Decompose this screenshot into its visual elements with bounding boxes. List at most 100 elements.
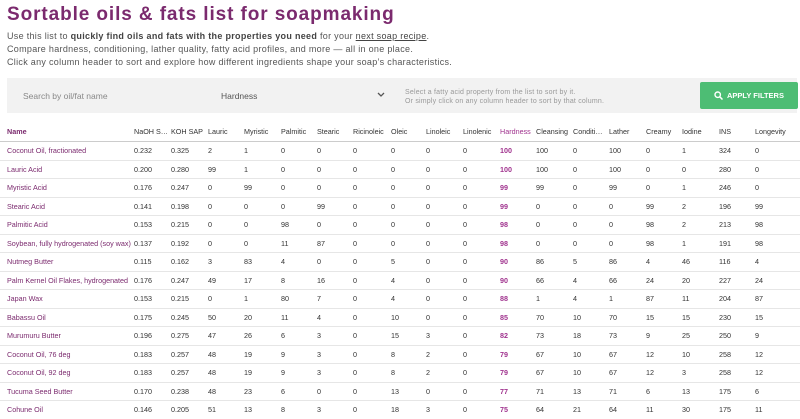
- cell: 87: [314, 234, 350, 253]
- cell: 51: [205, 400, 241, 419]
- cell: 17: [241, 271, 278, 290]
- cell: 0: [570, 215, 606, 235]
- cell: 0: [388, 160, 423, 179]
- hint: Select a fatty acid property from the li…: [405, 89, 576, 96]
- cell: 98: [752, 234, 800, 253]
- column-header[interactable]: Palmitic: [278, 122, 314, 142]
- column-header[interactable]: Lather: [606, 122, 643, 142]
- cell: 0.183: [131, 363, 168, 383]
- cell: 0: [350, 289, 388, 309]
- column-header[interactable]: Creamy: [643, 122, 679, 142]
- cell: 2: [423, 345, 460, 364]
- cell: 23: [241, 382, 278, 401]
- column-header[interactable]: Iodine: [679, 122, 716, 142]
- cell: 0: [460, 400, 497, 419]
- cell: 0: [205, 178, 241, 198]
- cell: 0.146: [131, 400, 168, 419]
- cell: 0: [205, 215, 241, 235]
- cell: 0.247: [168, 178, 205, 198]
- cell: 0: [570, 234, 606, 253]
- oil-name[interactable]: Soybean, fully hydrogenated (soy wax): [0, 234, 131, 253]
- cell: 0: [388, 234, 423, 253]
- column-header[interactable]: NaOH SAP: [131, 122, 168, 142]
- apply-filters-button[interactable]: APPLY FILTERS: [700, 82, 798, 109]
- cell: 1: [241, 289, 278, 309]
- column-header[interactable]: Linoleic: [423, 122, 460, 142]
- cell: 13: [241, 400, 278, 419]
- cell: 99: [497, 178, 533, 198]
- intro-line: Use this list to quickly find oils and f…: [7, 31, 429, 41]
- cell: 0: [241, 234, 278, 253]
- column-header[interactable]: Stearic: [314, 122, 350, 142]
- cell: 0.175: [131, 308, 168, 327]
- cell: 4: [388, 289, 423, 309]
- cell: 0.176: [131, 178, 168, 198]
- link[interactable]: next soap recipe: [355, 31, 427, 41]
- sort-select[interactable]: Hardness: [221, 91, 258, 101]
- column-header[interactable]: Myristic: [241, 122, 278, 142]
- column-header[interactable]: Linolenic: [460, 122, 497, 142]
- cell: 3: [314, 400, 350, 419]
- cell: 0: [423, 252, 460, 272]
- cell: 99: [752, 197, 800, 216]
- oil-name[interactable]: Babassu Oil: [0, 308, 131, 327]
- cell: 24: [643, 271, 679, 290]
- cell: 0.257: [168, 363, 205, 383]
- cell: 11: [278, 234, 314, 253]
- table-row: Lauric Acid 0.200 0.280 99 1 0 0 0 0 0 0 100 100 0 100…: [0, 160, 800, 179]
- oil-name[interactable]: Murumuru Butter: [0, 326, 131, 346]
- cell: 18: [570, 326, 606, 346]
- cell: 100: [533, 160, 570, 179]
- oil-name[interactable]: Japan Wax: [0, 289, 131, 309]
- cell: 0.115: [131, 252, 168, 272]
- cell: 98: [643, 215, 679, 235]
- cell: 0: [388, 215, 423, 235]
- oil-name[interactable]: Myristic Acid: [0, 178, 131, 198]
- cell: 79: [497, 345, 533, 364]
- oil-name[interactable]: Lauric Acid: [0, 160, 131, 179]
- oil-name[interactable]: Coconut Oil, 92 deg: [0, 363, 131, 383]
- column-header[interactable]: Lauric: [205, 122, 241, 142]
- oil-name[interactable]: Tucuma Seed Butter: [0, 382, 131, 401]
- oil-name[interactable]: Cohune Oil: [0, 400, 131, 419]
- column-header[interactable]: Condition…: [570, 122, 606, 142]
- cell: 0: [350, 271, 388, 290]
- cell: 4: [278, 252, 314, 272]
- cell: 98: [497, 215, 533, 235]
- cell: 75: [497, 400, 533, 419]
- cell: 19: [241, 345, 278, 364]
- oil-name[interactable]: Palm Kernel Oil Flakes, hydrogenated: [0, 271, 131, 290]
- cell: 0: [278, 197, 314, 216]
- column-header[interactable]: Hardness: [497, 122, 533, 142]
- cell: 90: [497, 252, 533, 272]
- cell: 0: [460, 308, 497, 327]
- column-header[interactable]: Oleic: [388, 122, 423, 142]
- cell: 196: [716, 197, 752, 216]
- oil-name[interactable]: Stearic Acid: [0, 197, 131, 216]
- cell: 324: [716, 141, 752, 161]
- cell: 0: [423, 382, 460, 401]
- cell: 11: [643, 400, 679, 419]
- cell: 11: [752, 400, 800, 419]
- column-header[interactable]: KOH SAP: [168, 122, 205, 142]
- table-row: Babassu Oil 0.175 0.245 50 20 11 4 0 10 0 0 85 70 10 7…: [0, 308, 800, 327]
- table-row: Palm Kernel Oil Flakes, hydrogenated 0.17…: [0, 271, 800, 290]
- search-input[interactable]: Search by oil/fat name: [23, 91, 108, 101]
- column-header[interactable]: Longevity: [752, 122, 800, 142]
- oil-name[interactable]: Palmitic Acid: [0, 215, 131, 235]
- cell: 12: [752, 345, 800, 364]
- oil-name[interactable]: Nutmeg Butter: [0, 252, 131, 272]
- oil-name[interactable]: Coconut Oil, 76 deg: [0, 345, 131, 364]
- cell: 0: [460, 345, 497, 364]
- column-header[interactable]: INS: [716, 122, 752, 142]
- text: quickly find oils and fats with the prop…: [70, 31, 318, 41]
- cell: 2: [679, 215, 716, 235]
- column-header[interactable]: Name: [0, 122, 131, 142]
- cell: 0.192: [168, 234, 205, 253]
- cell: 4: [314, 308, 350, 327]
- oil-name[interactable]: Coconut Oil, fractionated: [0, 141, 131, 161]
- column-header[interactable]: Ricinoleic: [350, 122, 388, 142]
- column-header[interactable]: Cleansing: [533, 122, 570, 142]
- cell: 1: [606, 289, 643, 309]
